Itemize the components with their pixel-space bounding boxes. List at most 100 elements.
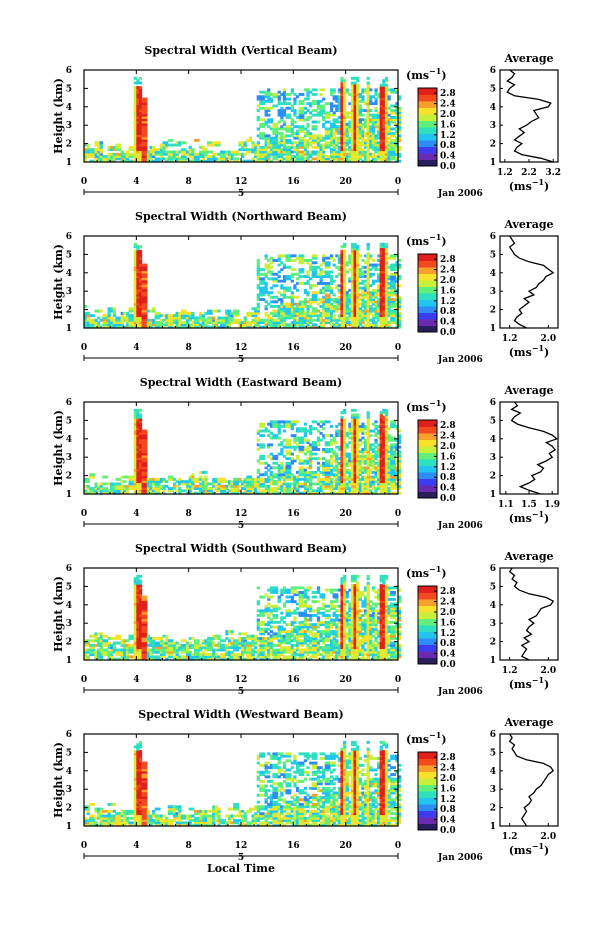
heatmap-cell [180, 159, 185, 163]
heatmap-cell [222, 487, 226, 490]
heatmap-cell [392, 316, 396, 320]
heatmap-cell [136, 90, 140, 94]
heatmap-cell [324, 132, 328, 135]
heatmap-cell [340, 125, 344, 129]
colorbar-segment [418, 146, 437, 154]
heatmap-cell [115, 489, 119, 493]
heatmap-cell [136, 318, 140, 322]
heatmap-cell [398, 316, 402, 320]
heatmap-cell [290, 302, 294, 306]
heatmap-cell [282, 316, 287, 320]
heatmap-cell [387, 132, 391, 135]
heatmap-cell [298, 482, 302, 486]
heatmap-cell [138, 298, 143, 301]
heatmap-cell [343, 311, 347, 315]
heatmap-cell [366, 242, 370, 246]
heatmap-cell [348, 300, 352, 304]
heatmap-cell [387, 286, 391, 290]
heatmap-cell [290, 459, 294, 463]
heatmap-cell [382, 275, 386, 278]
heatmap-cell [259, 90, 263, 94]
heatmap-cell [138, 134, 143, 138]
heatmap-cell [201, 482, 205, 486]
heatmap-cell [159, 491, 164, 495]
heatmap-cell [288, 152, 292, 156]
heatmap-cell [329, 450, 334, 454]
heatmap-cell [398, 295, 402, 299]
heatmap-cell [343, 480, 347, 484]
heatmap-cell [371, 157, 376, 161]
heatmap-cell [379, 148, 383, 152]
heatmap-cell [340, 323, 344, 327]
heatmap-cell [141, 325, 145, 329]
heatmap-cell [316, 482, 321, 486]
heatmap-cell [256, 265, 260, 269]
heatmap-cell [379, 252, 383, 255]
heatmap-cell [335, 159, 339, 163]
heatmap-cell [201, 477, 205, 481]
heatmap-cell [285, 254, 289, 258]
heatmap-cell [358, 270, 362, 274]
heatmap-cell [261, 97, 266, 101]
heatmap-cell [144, 314, 148, 318]
heatmap-cell [390, 132, 394, 135]
heatmap-cell [340, 464, 344, 467]
heatmap-cell [165, 314, 169, 318]
heatmap-cell [387, 325, 391, 329]
heatmap-cell [157, 314, 161, 318]
heatmap-cell [309, 482, 313, 486]
heatmap-cell [125, 152, 130, 156]
heatmap-cell [303, 134, 308, 138]
heatmap-cell [324, 265, 328, 269]
heatmap-cell [165, 484, 169, 488]
heatmap-cell [379, 155, 383, 158]
heatmap-cell [110, 484, 114, 488]
heatmap-cell [319, 148, 323, 152]
heatmap-cell [369, 95, 373, 99]
heatmap-cell [259, 97, 263, 101]
heatmap-cell [152, 318, 156, 322]
heatmap-cell [306, 150, 310, 154]
heatmap-cell [136, 420, 140, 424]
heatmap-cell [136, 118, 140, 122]
heatmap-cell [316, 150, 321, 154]
heatmap-cell [94, 325, 98, 329]
heatmap-cell [120, 487, 124, 490]
heatmap-cell [382, 102, 386, 106]
heatmap-cell [395, 268, 399, 272]
heatmap-cell [353, 468, 357, 472]
heatmap-cell [217, 484, 221, 488]
heatmap-cell [377, 120, 381, 124]
heatmap-cell [138, 461, 143, 465]
heatmap-cell [138, 145, 143, 149]
heatmap-cell [298, 429, 302, 433]
heatmap-cell [170, 323, 174, 327]
colorbar-segment [418, 260, 437, 268]
heatmap-cell [369, 293, 373, 297]
heatmap-cell [267, 316, 271, 320]
heatmap-cell [277, 309, 281, 313]
heatmap-cell [311, 325, 315, 329]
heatmap-cell [178, 325, 182, 329]
heatmap-cell [392, 284, 396, 288]
heatmap-cell [343, 120, 347, 124]
heatmap-cell [293, 480, 297, 484]
heatmap-cell [384, 125, 389, 129]
heatmap-cell [159, 150, 164, 154]
heatmap-cell [356, 321, 360, 324]
heatmap-cell [361, 132, 365, 135]
heatmap-cell [149, 148, 153, 152]
heatmap-cell [329, 88, 334, 92]
heatmap-cell [120, 311, 124, 315]
heatmap-cell [144, 116, 148, 119]
heatmap-cell [238, 318, 242, 322]
heatmap-cell [335, 468, 339, 472]
heatmap-cell [314, 93, 318, 96]
heatmap-cell [340, 461, 344, 465]
heatmap-cell [319, 268, 323, 272]
heatmap-cell [314, 323, 318, 327]
heatmap-cell [293, 145, 297, 149]
heatmap-cell [361, 314, 365, 318]
heatmap-cell [371, 300, 376, 304]
heatmap-cell [141, 489, 145, 493]
